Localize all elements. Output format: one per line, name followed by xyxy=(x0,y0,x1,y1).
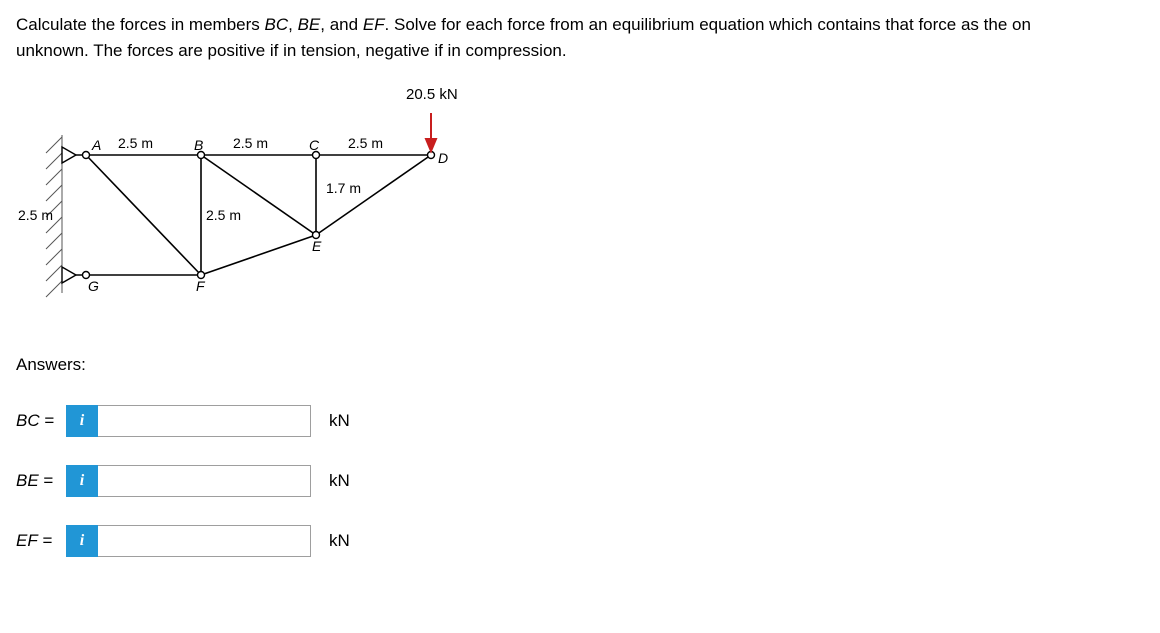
unit-label: kN xyxy=(329,531,350,551)
text: unknown. The forces are positive if in t… xyxy=(16,41,567,60)
problem-statement: Calculate the forces in members BC, BE, … xyxy=(16,12,1144,65)
svg-text:G: G xyxy=(88,278,99,294)
svg-text:1.7 m: 1.7 m xyxy=(326,180,361,196)
svg-text:E: E xyxy=(312,238,322,254)
load-label: 20.5 kN xyxy=(406,86,458,103)
member-ef: EF xyxy=(363,15,385,34)
answer-row-be: BE = i kN xyxy=(16,465,1144,497)
text: Calculate the forces in members xyxy=(16,15,265,34)
truss-diagram: 20.5 kN 2.5 m 2.5 m 2.5 m 1.7 m 2.5 m 2.… xyxy=(16,75,476,325)
svg-text:2.5 m: 2.5 m xyxy=(233,135,268,151)
info-icon[interactable]: i xyxy=(66,525,98,557)
text: , xyxy=(288,15,297,34)
svg-text:2.5 m: 2.5 m xyxy=(118,135,153,151)
answer-label: BE = xyxy=(16,471,66,491)
svg-text:B: B xyxy=(194,137,203,153)
svg-text:D: D xyxy=(438,150,448,166)
svg-text:2.5 m: 2.5 m xyxy=(206,207,241,223)
answers-title: Answers: xyxy=(16,355,1144,375)
unit-label: kN xyxy=(329,471,350,491)
answer-row-bc: BC = i kN xyxy=(16,405,1144,437)
svg-text:C: C xyxy=(309,137,320,153)
text: . Solve for each force from an equilibri… xyxy=(385,15,1031,34)
answers-section: Answers: BC = i kN BE = i kN EF = i kN xyxy=(16,355,1144,557)
answer-input-ef[interactable] xyxy=(98,525,311,557)
unit-label: kN xyxy=(329,411,350,431)
info-icon[interactable]: i xyxy=(66,405,98,437)
answer-row-ef: EF = i kN xyxy=(16,525,1144,557)
info-icon[interactable]: i xyxy=(66,465,98,497)
answer-label: BC = xyxy=(16,411,66,431)
svg-text:A: A xyxy=(91,137,101,153)
answer-input-be[interactable] xyxy=(98,465,311,497)
svg-text:F: F xyxy=(196,278,206,294)
member-be: BE xyxy=(298,15,321,34)
svg-text:2.5 m: 2.5 m xyxy=(18,207,53,223)
svg-text:2.5 m: 2.5 m xyxy=(348,135,383,151)
answer-label: EF = xyxy=(16,531,66,551)
text: , and xyxy=(320,15,363,34)
member-bc: BC xyxy=(265,15,289,34)
answer-input-bc[interactable] xyxy=(98,405,311,437)
